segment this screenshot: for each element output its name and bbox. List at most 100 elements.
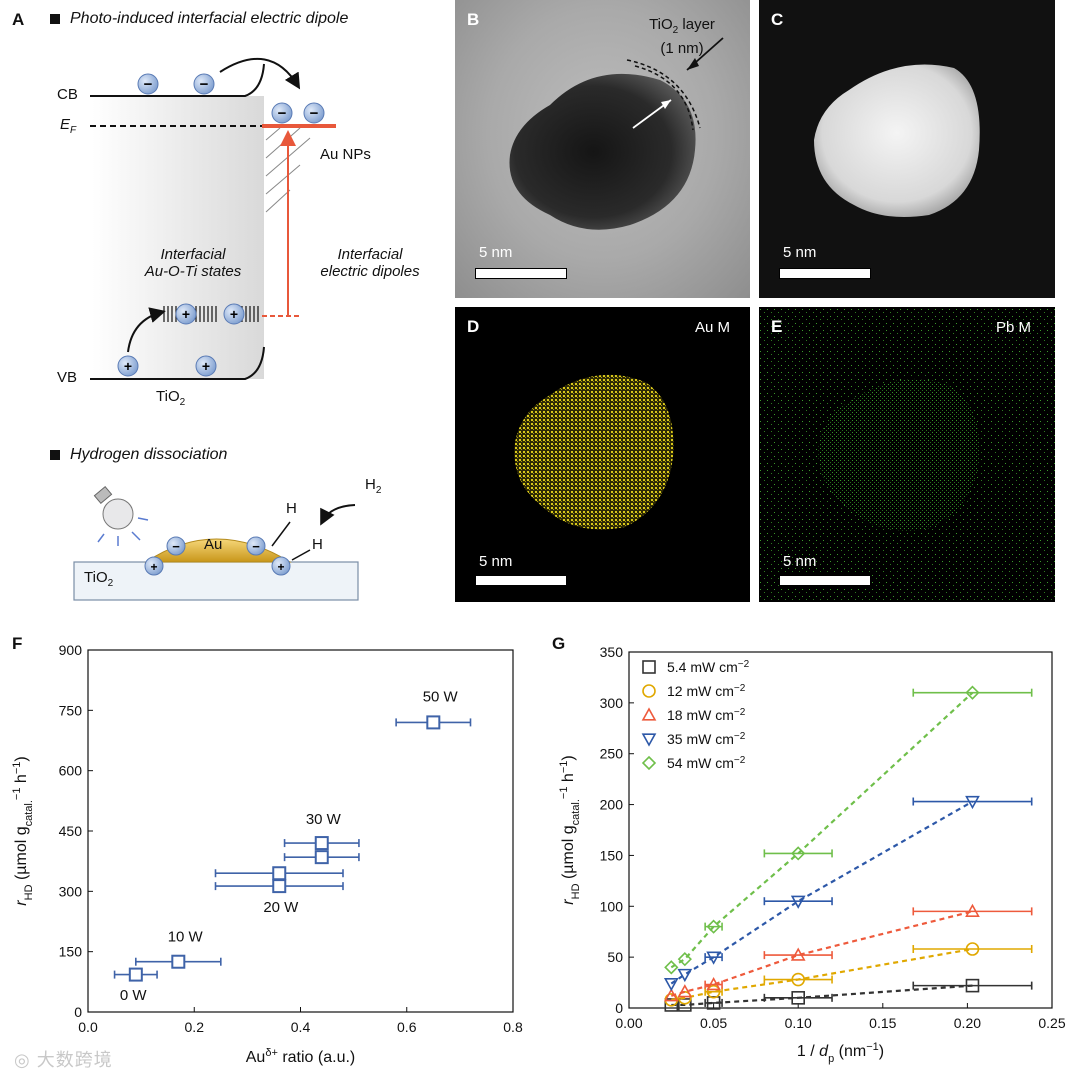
x-tick-label: 0.15 xyxy=(869,1015,896,1031)
series-fit-line xyxy=(670,800,974,985)
data-point xyxy=(965,978,980,993)
data-point xyxy=(677,968,693,983)
point-label: 0 W xyxy=(120,987,148,1004)
data-point xyxy=(272,866,287,881)
panel-b-letter: B xyxy=(467,10,480,29)
data-point xyxy=(663,977,679,992)
y-axis-label: rHD (µmol gcatal.−1 h−1) xyxy=(558,755,582,904)
h2-label: H2 xyxy=(365,476,382,496)
panel-d-letter: D xyxy=(467,317,480,336)
svg-text:+: + xyxy=(277,560,284,574)
x-axis-label: Auδ+ ratio (a.u.) xyxy=(246,1047,355,1066)
svg-text:−: − xyxy=(310,105,319,122)
panel-e-letter: E xyxy=(771,317,783,336)
tio2-label: TiO2 xyxy=(156,388,186,408)
y-tick-label: 300 xyxy=(59,883,83,899)
data-point xyxy=(791,972,805,987)
scale-bar xyxy=(779,268,871,279)
data-point xyxy=(677,984,693,998)
data-point xyxy=(706,951,721,965)
panel-c-letter: C xyxy=(771,10,784,29)
panel-d-au-map: D Au M 5 nm xyxy=(455,307,750,602)
data-point xyxy=(706,976,721,991)
x-tick-label: 0.05 xyxy=(700,1015,727,1031)
cb-label: CB xyxy=(57,86,78,103)
data-point xyxy=(790,895,806,909)
scale-label: 5 nm xyxy=(479,553,513,570)
legend-entry: 5.4 mW cm−2 xyxy=(667,659,750,676)
data-point xyxy=(314,850,329,865)
y-tick-label: 750 xyxy=(59,702,83,718)
panel-b-tem-image: B TiO2 layer (1 nm) 5 nm xyxy=(455,0,750,298)
bullet-icon xyxy=(50,449,60,460)
data-point xyxy=(641,755,657,771)
data-point xyxy=(791,991,805,1005)
y-tick-label: 50 xyxy=(607,949,623,965)
electron-transfer-arrow xyxy=(219,58,301,90)
vb-label: VB xyxy=(57,369,78,386)
dipole-label: Interfacial electric dipoles xyxy=(320,246,420,280)
data-point xyxy=(272,879,287,894)
y-tick-label: 200 xyxy=(600,797,624,813)
electron-ball xyxy=(166,536,186,556)
au-nps-label: Au NPs xyxy=(320,146,371,163)
panel-a-letter: A xyxy=(12,10,25,29)
scale-label: 5 nm xyxy=(783,244,817,261)
point-label: 50 W xyxy=(423,688,459,705)
chart-f: 0.0 0.2 0.4 0.6 0.8 0 150 300 450 600 750 900 0 W 10 … xyxy=(11,642,523,1066)
data-point xyxy=(128,967,143,982)
panel-f-letter: F xyxy=(12,634,23,653)
h-bond-line xyxy=(271,521,291,547)
h-bond-line xyxy=(291,549,311,561)
scale-bar xyxy=(475,268,567,279)
scale-bar xyxy=(475,575,567,586)
svg-text:−: − xyxy=(278,105,287,122)
data-point xyxy=(790,947,806,961)
tem-particle xyxy=(509,37,724,230)
data-point xyxy=(706,984,721,999)
x-tick-label: 0.20 xyxy=(954,1015,981,1031)
ef-label: EF xyxy=(60,116,77,136)
scale-label: 5 nm xyxy=(479,244,513,261)
svg-text:+: + xyxy=(124,358,132,374)
watermark-text: ◎ 大数跨境 xyxy=(14,1050,113,1070)
bullet-icon xyxy=(50,13,60,24)
svg-text:+: + xyxy=(150,560,157,574)
lightbulb-icon xyxy=(93,485,149,546)
tio2-substrate xyxy=(73,561,359,601)
chart-g: 0.00 0.05 0.10 0.15 0.20 0.25 0 50 100 150 200 250 3… xyxy=(558,644,1066,1065)
x-tick-label: 0.0 xyxy=(78,1019,98,1035)
svg-text:−: − xyxy=(200,76,209,93)
panel-c-haadf-image: C 5 nm xyxy=(759,0,1055,298)
svg-text:+: + xyxy=(230,306,238,322)
data-point xyxy=(426,715,441,730)
panel-g-letter: G xyxy=(552,634,566,653)
scale-bar xyxy=(779,575,871,586)
x-tick-label: 0.8 xyxy=(503,1019,523,1035)
electron-ball xyxy=(246,536,266,556)
data-point xyxy=(677,952,692,967)
vb-line xyxy=(90,346,265,380)
data-point xyxy=(664,960,679,975)
hole-transfer-arrow xyxy=(127,307,166,353)
svg-text:+: + xyxy=(202,358,210,374)
element-label: Au M xyxy=(694,319,730,336)
series-fit-line xyxy=(671,947,973,1001)
watermark-logo-icon: ◎ xyxy=(14,1050,37,1070)
panel-e-pb-map: E Pb M 5 nm xyxy=(759,307,1055,602)
y-tick-label: 900 xyxy=(59,642,83,658)
point-label: 10 W xyxy=(168,929,204,946)
y-tick-label: 100 xyxy=(600,898,624,914)
x-tick-label: 0.10 xyxy=(785,1015,812,1031)
data-point xyxy=(706,919,721,934)
data-point xyxy=(791,846,806,861)
holes: + + + + xyxy=(117,303,245,377)
hole-ball xyxy=(271,556,291,576)
data-point xyxy=(965,942,980,956)
h-label-2: H xyxy=(312,536,323,553)
svg-text:−: − xyxy=(172,539,180,554)
point-label: 30 W xyxy=(306,811,342,828)
haadf-particle xyxy=(814,64,980,218)
element-label: Pb M xyxy=(995,319,1031,336)
data-point xyxy=(641,707,657,721)
